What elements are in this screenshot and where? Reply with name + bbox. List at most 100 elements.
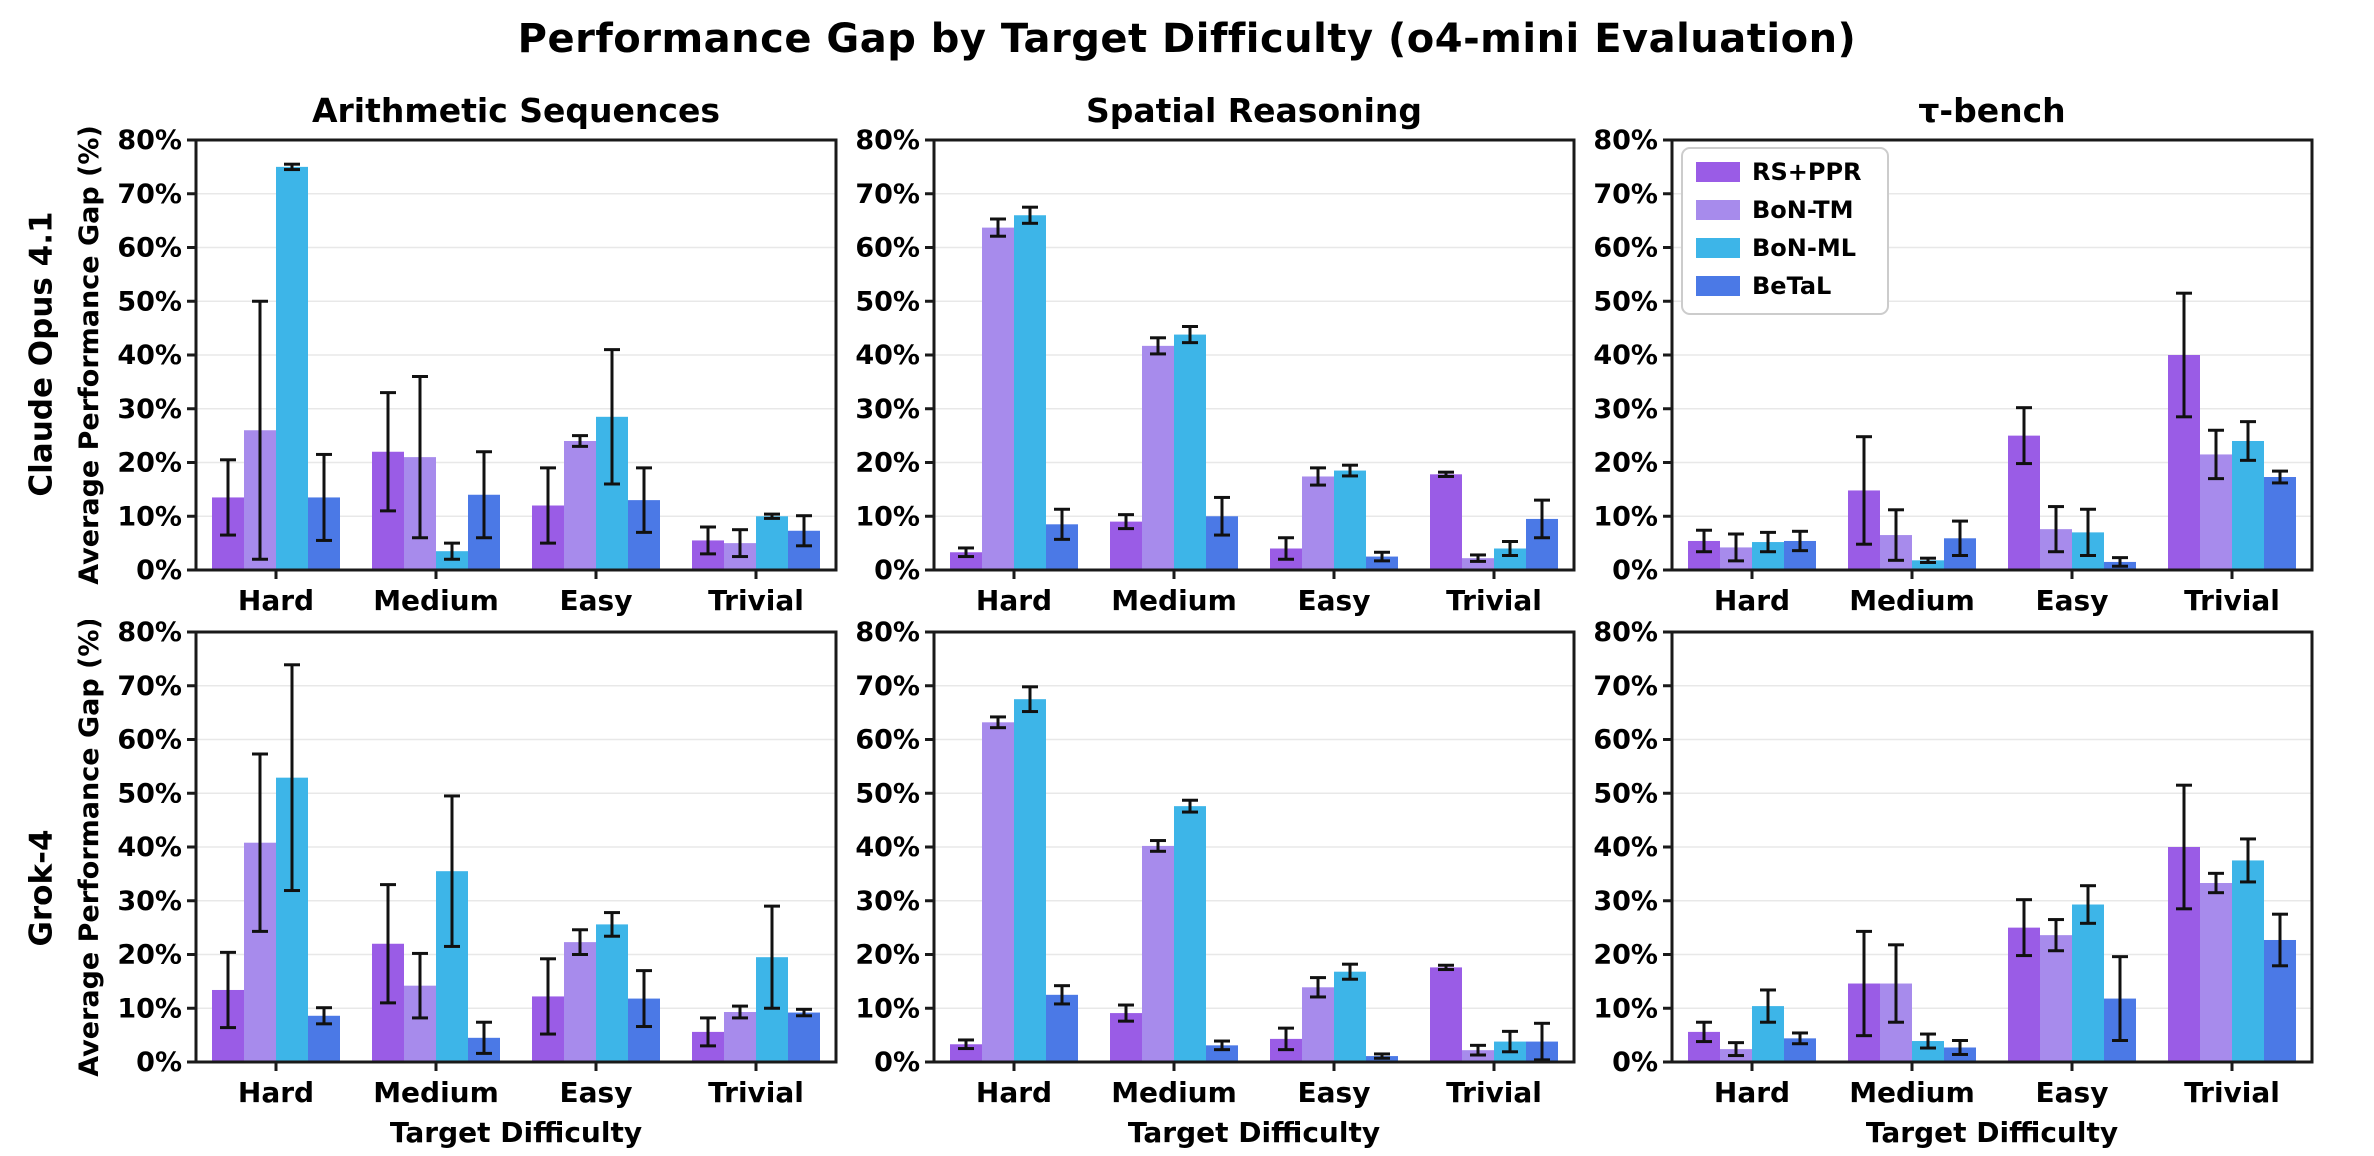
x-tick-label: Hard: [976, 1076, 1052, 1109]
chart-canvas: 0% 10% 20% 30% 40% 50% 60% 70% 80% Hard Medium Easy…: [74, 91, 838, 617]
bar-BoN-ML-Trivial: [2232, 441, 2264, 570]
x-tick-label: Trivial: [708, 584, 804, 616]
bar-BoN-ML-Trivial: [1494, 548, 1526, 570]
x-tick-label: Hard: [1714, 1076, 1790, 1109]
y-tick-label: 70%: [1593, 671, 1658, 702]
y-tick-label: 80%: [855, 620, 920, 648]
x-tick-label: Medium: [1849, 1076, 1975, 1109]
figure-row-claude-opus-4-1: Claude Opus 4.1 0% 10% 20% 30% 40% 50% 60% 70% 8…: [10, 88, 2374, 620]
y-tick-label: 70%: [855, 179, 920, 210]
x-tick-label: Hard: [238, 1076, 314, 1109]
legend-swatch-BeTaL: [1696, 276, 1740, 296]
y-tick-label: 20%: [117, 448, 182, 479]
y-tick-label: 60%: [117, 725, 182, 756]
subplot-claude-tau-bench: 0% 10% 20% 30% 40% 50% 60% 70% 80% Hard Medium Easy…: [1592, 88, 2322, 620]
legend-label: BeTaL: [1752, 272, 1831, 300]
legend-swatch-BoN-TM: [1696, 200, 1740, 220]
x-tick-label: Hard: [238, 584, 314, 616]
x-axis-label: Target Difficulty: [1128, 1116, 1380, 1149]
legend-label: RS+PPR: [1752, 158, 1862, 186]
y-tick-label: 70%: [117, 179, 182, 210]
y-tick-label: 40%: [855, 340, 920, 371]
x-tick-label: Trivial: [1446, 584, 1542, 616]
x-tick-label: Medium: [373, 1076, 499, 1109]
subplot-grok-spatial-reasoning: 0% 10% 20% 30% 40% 50% 60% 70% 80% Hard Medium Easy…: [854, 617, 1584, 1156]
y-tick-label: 20%: [117, 940, 182, 971]
x-tick-label: Medium: [1111, 1076, 1237, 1109]
y-tick-label: 30%: [117, 886, 182, 917]
x-tick-label: Trivial: [2184, 1076, 2280, 1109]
y-tick-label: 50%: [855, 286, 920, 317]
figure-row-grok-4: Grok-4 0% 10% 20% 30% 40% 50% 60% 70% 80% Hard Med…: [10, 617, 2374, 1156]
y-tick-label: 0%: [1612, 555, 1658, 586]
legend-swatch-RS+PPR: [1696, 162, 1740, 182]
y-axis-label: Average Performance Gap (%): [74, 620, 105, 1077]
legend: RS+PPR BoN-TM BoN-ML BeTaL: [1681, 147, 1889, 315]
bar-BoN-TM-Medium: [1142, 345, 1174, 570]
legend-label: BoN-TM: [1752, 196, 1854, 224]
y-tick-label: 60%: [855, 725, 920, 756]
y-tick-label: 0%: [136, 555, 182, 586]
y-tick-label: 0%: [1612, 1047, 1658, 1078]
x-axis-label: Target Difficulty: [1866, 1116, 2118, 1149]
bar-BoN-ML-Hard: [1014, 699, 1046, 1062]
legend-box: [1681, 147, 1889, 315]
y-tick-label: 60%: [1593, 233, 1658, 264]
y-tick-label: 20%: [1593, 448, 1658, 479]
y-tick-label: 20%: [1593, 940, 1658, 971]
row-label-claude-opus-4-1: Claude Opus 4.1: [24, 211, 60, 497]
x-tick-label: Hard: [1714, 584, 1790, 616]
y-tick-label: 50%: [1593, 286, 1658, 317]
bar-BoN-TM-Easy: [1302, 476, 1334, 570]
x-tick-label: Easy: [560, 1076, 633, 1109]
row-label-grok-4: Grok-4: [24, 829, 60, 947]
bar-BoN-ML-Medium: [1174, 806, 1206, 1062]
y-tick-label: 30%: [855, 394, 920, 425]
y-tick-label: 50%: [1593, 778, 1658, 809]
y-tick-label: 10%: [855, 993, 920, 1024]
y-tick-label: 70%: [855, 671, 920, 702]
y-tick-label: 60%: [117, 233, 182, 264]
bar-BoN-TM-Easy: [2040, 935, 2072, 1062]
x-tick-label: Medium: [1111, 584, 1237, 616]
x-tick-label: Easy: [1298, 584, 1371, 616]
bar-BeTaL-Trivial: [788, 1012, 820, 1062]
bar-BoN-TM-Easy: [1302, 987, 1334, 1062]
legend-label: BoN-ML: [1752, 234, 1856, 262]
subplot-grok-arithmetic-sequences: 0% 10% 20% 30% 40% 50% 60% 70% 80% Hard Medium Easy…: [74, 617, 846, 1156]
x-tick-label: Hard: [976, 584, 1052, 616]
bar-BoN-ML-Easy: [2072, 904, 2104, 1062]
subplot-title: τ-bench: [1918, 91, 2065, 130]
bar-BoN-ML-Hard: [1014, 215, 1046, 570]
y-tick-label: 40%: [1593, 340, 1658, 371]
bar-BoN-TM-Easy: [564, 942, 596, 1062]
bar-BoN-ML-Trivial: [756, 516, 788, 570]
y-tick-label: 80%: [1593, 620, 1658, 648]
x-tick-label: Trivial: [2184, 584, 2280, 616]
y-tick-label: 50%: [117, 778, 182, 809]
y-tick-label: 10%: [117, 501, 182, 532]
y-tick-label: 50%: [117, 286, 182, 317]
bar-RS+PPR-Trivial: [1430, 474, 1462, 570]
x-tick-label: Medium: [1849, 584, 1975, 616]
x-tick-label: Trivial: [708, 1076, 804, 1109]
y-tick-label: 70%: [1593, 179, 1658, 210]
bar-RS+PPR-Trivial: [1430, 967, 1462, 1062]
y-tick-label: 20%: [855, 448, 920, 479]
x-tick-label: Easy: [2036, 1076, 2109, 1109]
bar-BeTaL-Hard: [1046, 994, 1078, 1062]
bar-BeTaL-Trivial: [2264, 477, 2296, 570]
bar-BoN-TM-Trivial: [2200, 883, 2232, 1062]
bar-BoN-TM-Medium: [1142, 845, 1174, 1062]
legend-swatch-BoN-ML: [1696, 238, 1740, 258]
chart-canvas: 0% 10% 20% 30% 40% 50% 60% 70% 80% Hard Medium Easy…: [74, 617, 838, 1149]
y-tick-label: 30%: [1593, 886, 1658, 917]
subplot-claude-spatial-reasoning: 0% 10% 20% 30% 40% 50% 60% 70% 80% Hard Medium Easy…: [854, 88, 1584, 620]
y-tick-label: 30%: [855, 886, 920, 917]
y-tick-label: 70%: [117, 671, 182, 702]
y-tick-label: 20%: [855, 940, 920, 971]
bar-BoN-TM-Hard: [982, 722, 1014, 1062]
bar-BoN-ML-Easy: [596, 924, 628, 1062]
figure: Claude Opus 4.1 0% 10% 20% 30% 40% 50% 60% 70% 8…: [0, 88, 2374, 1156]
subplot-title: Spatial Reasoning: [1086, 91, 1422, 130]
